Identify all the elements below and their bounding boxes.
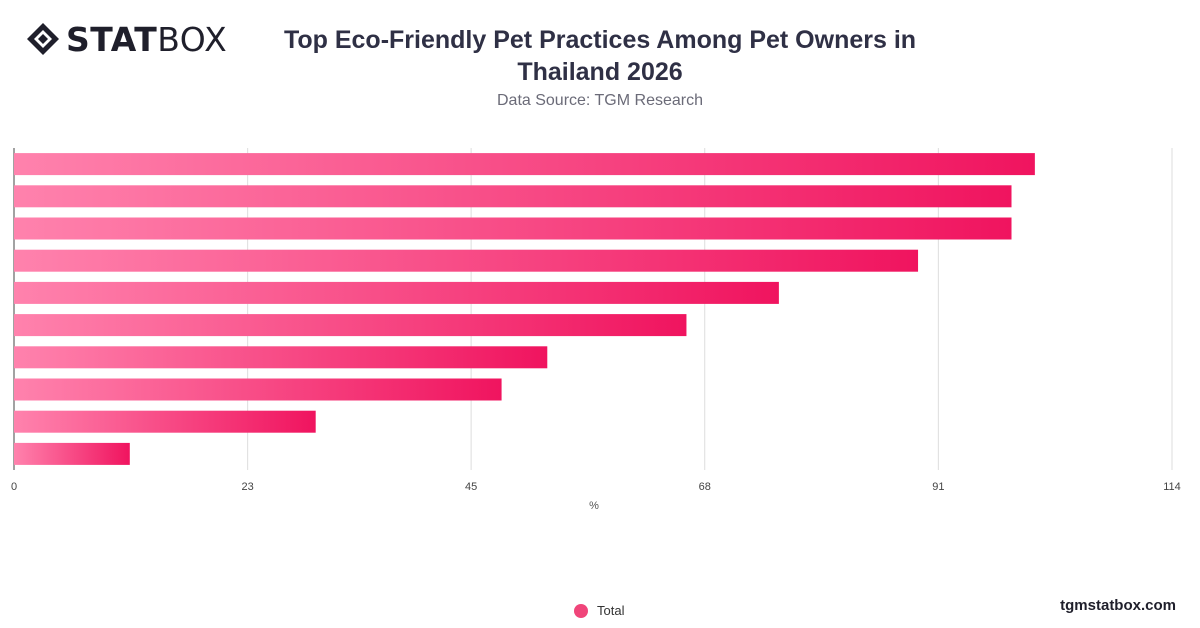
- legend[interactable]: Total: [574, 603, 624, 618]
- x-tick-label: 0: [11, 481, 17, 493]
- bar[interactable]: [14, 153, 1035, 176]
- x-tick-label: 68: [699, 481, 711, 493]
- bar[interactable]: [14, 314, 687, 337]
- bar[interactable]: [14, 185, 1012, 208]
- bar[interactable]: [14, 378, 502, 401]
- bar[interactable]: [14, 410, 316, 433]
- bar[interactable]: [14, 442, 130, 465]
- legend-label: Total: [597, 603, 625, 618]
- x-tick-label: 91: [932, 481, 944, 493]
- site-credit: tgmstatbox.com: [1060, 597, 1176, 614]
- bar[interactable]: [14, 217, 1012, 240]
- chart-title: Top Eco-Friendly Pet Practices Among Pet…: [283, 26, 917, 86]
- x-tick-label: 45: [465, 481, 477, 493]
- statbox-logo: STATBOX: [26, 22, 227, 56]
- diamond-logo-icon: [27, 23, 59, 55]
- x-axis-title: %: [589, 500, 599, 512]
- x-tick-label: 23: [242, 481, 254, 493]
- legend-marker: [574, 603, 588, 618]
- bar[interactable]: [14, 281, 779, 304]
- logo-wordmark: STATBOX: [66, 19, 228, 59]
- bar[interactable]: [14, 249, 919, 272]
- x-tick-label: 114: [1163, 481, 1181, 493]
- bar[interactable]: [14, 346, 548, 369]
- chart-subtitle: Data Source: TGM Research: [496, 92, 703, 109]
